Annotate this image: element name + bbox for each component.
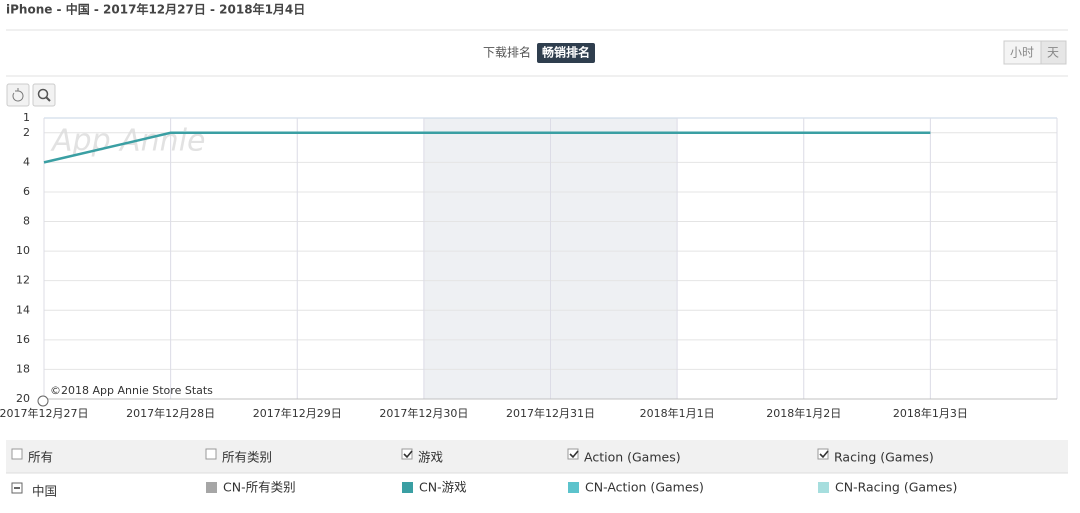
checkmark bbox=[403, 450, 413, 459]
y-tick-label: 8 bbox=[23, 215, 30, 228]
credit-icon bbox=[37, 395, 49, 407]
x-tick-label: 2018年1月3日 bbox=[893, 406, 968, 420]
filter-label[interactable]: 所有类别 bbox=[222, 450, 272, 465]
series-line bbox=[43, 131, 931, 164]
y-tick-label: 2 bbox=[23, 126, 30, 139]
x-tick-label: 2017年12月28日 bbox=[126, 406, 215, 420]
legend-swatch bbox=[568, 482, 579, 493]
x-tick-label: 2017年12月29日 bbox=[253, 406, 342, 420]
legend-label[interactable]: CN-Action (Games) bbox=[585, 480, 704, 495]
y-tick-label: 16 bbox=[16, 333, 30, 346]
zoom-button[interactable] bbox=[32, 83, 56, 107]
x-tick-label: 2017年12月31日 bbox=[506, 406, 595, 420]
reset-button[interactable] bbox=[6, 83, 30, 107]
y-tick-label: 6 bbox=[23, 185, 30, 198]
hour-label[interactable]: 小时 bbox=[1010, 46, 1034, 60]
x-tick-label: 2017年12月30日 bbox=[379, 406, 468, 420]
legend-label[interactable]: CN-游戏 bbox=[419, 480, 467, 495]
country: 中国 bbox=[32, 484, 57, 499]
legend-swatch bbox=[818, 482, 829, 493]
legend-swatch bbox=[206, 482, 217, 493]
tab-active-bg[interactable] bbox=[537, 43, 595, 63]
checkmark bbox=[569, 450, 579, 459]
legend-swatch bbox=[402, 482, 413, 493]
checkbox[interactable] bbox=[401, 448, 413, 460]
reset-icon bbox=[12, 88, 24, 102]
zoom-icon bbox=[37, 88, 49, 100]
legend-label[interactable]: CN-Racing (Games) bbox=[835, 480, 957, 495]
y-tick-label: 4 bbox=[23, 155, 30, 168]
zoom-icon bbox=[45, 96, 51, 102]
filter-label[interactable]: Action (Games) bbox=[584, 450, 681, 465]
checkbox[interactable] bbox=[567, 448, 579, 460]
page-title: iPhone - 中国 - 2017年12月27日 - 2018年1月4日 bbox=[6, 2, 305, 17]
filter-label[interactable]: 游戏 bbox=[418, 450, 443, 465]
day-button[interactable] bbox=[1040, 40, 1067, 65]
day-label[interactable]: 天 bbox=[1047, 46, 1059, 60]
credit: ©2018 App Annie Store Stats bbox=[50, 384, 213, 397]
y-tick-label: 20 bbox=[16, 392, 30, 405]
tab-grossing[interactable]: 畅销排名 bbox=[542, 45, 590, 60]
filter-label[interactable]: Racing (Games) bbox=[834, 450, 934, 465]
x-tick-label: 2018年1月1日 bbox=[640, 406, 715, 420]
y-tick-label: 10 bbox=[16, 244, 30, 257]
y-tick-label: 18 bbox=[16, 362, 30, 375]
filter-row bbox=[6, 440, 1068, 473]
y-tick-label: 1 bbox=[23, 111, 30, 124]
x-tick-label: 2017年12月27日 bbox=[0, 406, 89, 420]
checkbox[interactable] bbox=[11, 448, 23, 460]
y-tick-label: 12 bbox=[16, 274, 30, 287]
y-tick-label: 14 bbox=[16, 303, 30, 316]
checkbox[interactable] bbox=[817, 448, 829, 460]
x-tick-label: 2018年1月2日 bbox=[766, 406, 841, 420]
checkbox[interactable] bbox=[205, 448, 217, 460]
legend-table: 所有 所有类别 游戏 Action (Games) Racing (Games) 中国 CN… bbox=[11, 448, 957, 499]
tab-downloads[interactable]: 下载排名 bbox=[483, 45, 531, 60]
checkmark bbox=[819, 450, 829, 459]
filter-label[interactable]: 所有 bbox=[28, 450, 53, 465]
watermark: App Annie bbox=[50, 124, 206, 159]
legend-label[interactable]: CN-所有类别 bbox=[223, 480, 296, 495]
